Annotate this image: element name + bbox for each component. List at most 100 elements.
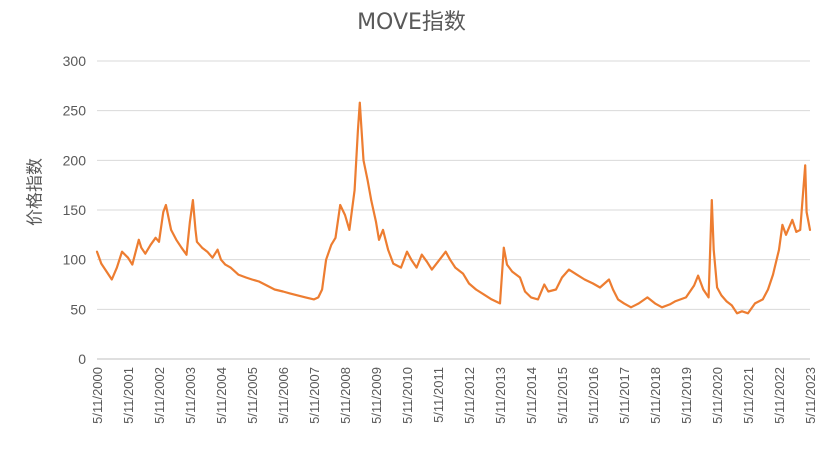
data-point <box>747 312 749 315</box>
x-tick-label: 5/11/2005 <box>245 367 260 424</box>
data-point <box>712 248 715 251</box>
data-point <box>754 302 756 305</box>
data-point <box>482 293 485 296</box>
y-tick-label: 250 <box>63 103 87 119</box>
x-tick-label: 5/11/2022 <box>772 367 787 424</box>
data-point <box>180 246 183 249</box>
data-point <box>296 294 299 297</box>
data-point <box>189 221 191 223</box>
data-point <box>175 238 178 241</box>
data-point <box>543 283 546 286</box>
gridlines <box>97 60 810 360</box>
data-point <box>313 298 315 301</box>
data-point <box>140 246 143 249</box>
x-tick-label: 5/11/2011 <box>431 367 446 423</box>
data-point <box>612 288 614 291</box>
data-point <box>693 284 695 287</box>
data-point <box>185 253 188 256</box>
data-point <box>194 229 197 231</box>
x-tick-label: 5/11/2004 <box>214 367 229 424</box>
data-point <box>499 302 501 305</box>
data-point <box>805 211 808 213</box>
data-point <box>131 263 134 266</box>
data-point <box>339 204 342 206</box>
data-point <box>702 288 705 291</box>
data-point <box>654 302 656 305</box>
data-point <box>334 236 337 239</box>
x-tick-label: 5/11/2002 <box>152 367 167 424</box>
y-tick-labels: 0 50 100 150 200 250 300 <box>63 53 87 367</box>
x-tick-label: 5/11/2014 <box>524 367 539 424</box>
data-point <box>330 243 333 246</box>
data-point <box>382 229 384 231</box>
data-point <box>387 248 389 251</box>
data-point <box>251 278 253 281</box>
data-point <box>475 288 477 291</box>
data-point <box>592 282 594 285</box>
data-point <box>154 236 157 239</box>
data-point <box>392 262 395 265</box>
y-tick-label: 50 <box>70 301 86 317</box>
data-point <box>437 260 439 263</box>
data-point <box>697 274 699 277</box>
data-point <box>110 278 113 281</box>
data-point <box>646 296 649 299</box>
data-point <box>348 229 351 231</box>
data-point <box>265 284 268 287</box>
data-point <box>767 288 769 291</box>
data-point <box>568 268 570 271</box>
x-tick-label: 5/11/2016 <box>586 367 601 424</box>
data-point <box>426 260 428 263</box>
x-tick-label: 5/11/2013 <box>493 367 508 424</box>
data-point <box>583 278 586 281</box>
data-point <box>370 199 373 202</box>
data-point <box>685 296 687 299</box>
data-point <box>170 229 173 231</box>
data-point <box>449 258 451 261</box>
data-point <box>555 288 557 291</box>
data-point <box>623 302 625 305</box>
data-point <box>127 256 129 259</box>
data-point <box>725 300 728 303</box>
data-point <box>149 243 152 246</box>
data-point <box>304 296 307 299</box>
data-point <box>530 296 532 299</box>
data-point <box>357 129 359 132</box>
data-point <box>229 266 232 269</box>
x-tick-label: 5/11/2021 <box>741 367 756 424</box>
x-tick-label: 5/11/2001 <box>121 367 136 424</box>
data-point <box>321 288 323 291</box>
data-point <box>224 263 227 266</box>
data-point <box>410 258 413 261</box>
data-point <box>778 248 780 251</box>
x-tick-label: 5/11/2012 <box>462 367 477 424</box>
data-point <box>431 268 433 271</box>
data-point <box>454 266 457 269</box>
data-point <box>258 280 260 283</box>
x-tick-label: 5/11/2023 <box>803 367 818 424</box>
data-point <box>462 272 464 275</box>
data-point <box>206 250 209 253</box>
data-point <box>201 246 204 249</box>
data-point <box>502 246 505 249</box>
data-point <box>561 276 563 279</box>
x-tick-label: 5/11/2017 <box>617 367 632 424</box>
data-point <box>506 263 508 266</box>
data-point <box>668 303 671 306</box>
data-point <box>165 204 167 206</box>
data-point <box>196 240 198 243</box>
data-point <box>144 252 147 255</box>
data-point <box>121 250 123 253</box>
data-point <box>137 238 140 241</box>
data-point <box>237 273 240 276</box>
data-point <box>289 292 291 295</box>
series-line <box>95 101 812 315</box>
data-point <box>730 304 733 307</box>
data-point <box>468 282 470 285</box>
x-tick-label: 5/11/2015 <box>555 367 570 424</box>
x-tick-label: 5/11/2020 <box>710 367 725 424</box>
data-point <box>637 302 640 305</box>
data-point <box>761 298 764 301</box>
data-point <box>524 290 526 293</box>
